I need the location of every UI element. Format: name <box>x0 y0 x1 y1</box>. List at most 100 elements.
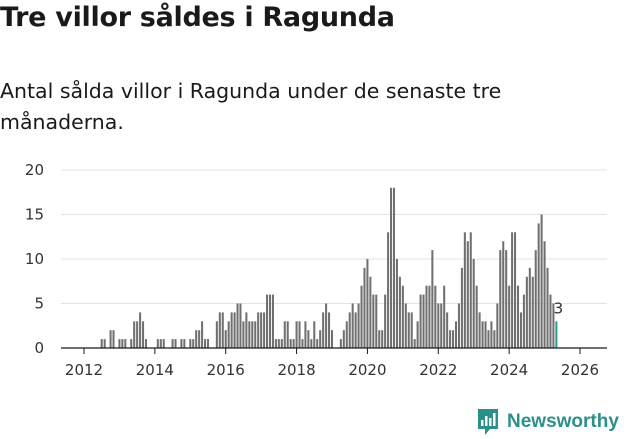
bar[interactable] <box>248 321 251 348</box>
bar[interactable] <box>449 330 452 348</box>
bar[interactable] <box>478 312 481 348</box>
bar[interactable] <box>398 276 401 348</box>
bar[interactable] <box>457 303 460 349</box>
bar[interactable] <box>363 267 366 348</box>
bar[interactable] <box>339 339 342 348</box>
bar[interactable] <box>357 303 360 349</box>
bar[interactable] <box>434 285 437 348</box>
bar[interactable] <box>230 312 233 348</box>
bar[interactable] <box>180 339 183 348</box>
bar[interactable] <box>404 303 407 349</box>
bar[interactable] <box>487 330 490 348</box>
bar[interactable] <box>387 232 390 348</box>
bar[interactable] <box>204 339 207 348</box>
bar[interactable] <box>266 294 269 348</box>
bar[interactable] <box>133 321 136 348</box>
bar[interactable] <box>307 330 310 348</box>
bar[interactable] <box>345 321 348 348</box>
bar[interactable] <box>401 285 404 348</box>
bar[interactable] <box>511 232 514 348</box>
bar[interactable] <box>201 321 204 348</box>
bar[interactable] <box>514 232 517 348</box>
bar[interactable] <box>112 330 115 348</box>
bar[interactable] <box>136 321 139 348</box>
bar[interactable] <box>360 285 363 348</box>
bar[interactable] <box>280 339 283 348</box>
bar[interactable] <box>330 330 334 348</box>
bar[interactable] <box>236 303 239 349</box>
bar[interactable] <box>257 312 260 348</box>
bar[interactable] <box>431 250 434 348</box>
bar[interactable] <box>215 321 218 348</box>
bar[interactable] <box>395 259 398 348</box>
bar[interactable] <box>525 276 528 348</box>
bar[interactable] <box>189 339 192 348</box>
bar[interactable] <box>295 321 298 348</box>
bar[interactable] <box>171 339 174 348</box>
bar[interactable] <box>130 339 133 348</box>
bar[interactable] <box>144 339 148 348</box>
bar[interactable] <box>354 312 357 348</box>
bar[interactable] <box>316 339 319 348</box>
bar[interactable] <box>156 339 159 348</box>
bar[interactable] <box>313 321 316 348</box>
bar[interactable] <box>516 285 520 348</box>
bar[interactable] <box>466 241 469 348</box>
bar-highlight[interactable] <box>555 321 558 348</box>
bar[interactable] <box>142 321 145 348</box>
bar[interactable] <box>416 321 419 348</box>
bar[interactable] <box>124 339 127 348</box>
bar[interactable] <box>390 187 393 348</box>
bar[interactable] <box>283 321 286 348</box>
bar[interactable] <box>310 339 313 348</box>
bar[interactable] <box>440 303 443 349</box>
bar[interactable] <box>139 312 142 348</box>
bar[interactable] <box>369 276 372 348</box>
bar[interactable] <box>274 339 277 348</box>
bar[interactable] <box>251 321 254 348</box>
bar[interactable] <box>254 321 257 348</box>
bar[interactable] <box>446 312 449 348</box>
newsworthy-brand[interactable]: Newsworthy <box>476 405 619 439</box>
bar[interactable] <box>522 294 525 348</box>
bar[interactable] <box>162 339 165 348</box>
bar[interactable] <box>224 330 227 348</box>
bar[interactable] <box>534 250 537 348</box>
bar[interactable] <box>378 330 381 348</box>
bar[interactable] <box>298 321 301 348</box>
bar[interactable] <box>413 339 416 348</box>
bar[interactable] <box>505 250 508 348</box>
bar[interactable] <box>463 232 466 348</box>
bar[interactable] <box>239 303 242 349</box>
bar[interactable] <box>472 259 475 348</box>
bar[interactable] <box>292 339 295 348</box>
bar[interactable] <box>375 294 378 348</box>
bar[interactable] <box>322 312 325 348</box>
bar[interactable] <box>469 232 472 348</box>
bar[interactable] <box>519 312 522 348</box>
bar[interactable] <box>384 294 387 348</box>
bar[interactable] <box>260 312 263 348</box>
bar[interactable] <box>452 330 455 348</box>
bar[interactable] <box>198 330 201 348</box>
bar[interactable] <box>227 321 230 348</box>
bar[interactable] <box>174 339 177 348</box>
bar[interactable] <box>268 294 272 348</box>
bar[interactable] <box>328 312 331 348</box>
bar[interactable] <box>221 312 224 348</box>
bar[interactable] <box>195 330 198 348</box>
bar[interactable] <box>271 294 274 348</box>
bar[interactable] <box>242 321 245 348</box>
bar[interactable] <box>496 303 499 349</box>
bar[interactable] <box>549 294 552 348</box>
bar[interactable] <box>183 339 186 348</box>
bar[interactable] <box>351 303 354 349</box>
bar[interactable] <box>425 285 428 348</box>
bar[interactable] <box>443 285 446 348</box>
bar[interactable] <box>245 312 248 348</box>
bar[interactable] <box>289 339 292 348</box>
bar[interactable] <box>206 339 210 348</box>
bar[interactable] <box>342 330 345 348</box>
bar[interactable] <box>109 330 112 348</box>
bar[interactable] <box>192 339 195 348</box>
